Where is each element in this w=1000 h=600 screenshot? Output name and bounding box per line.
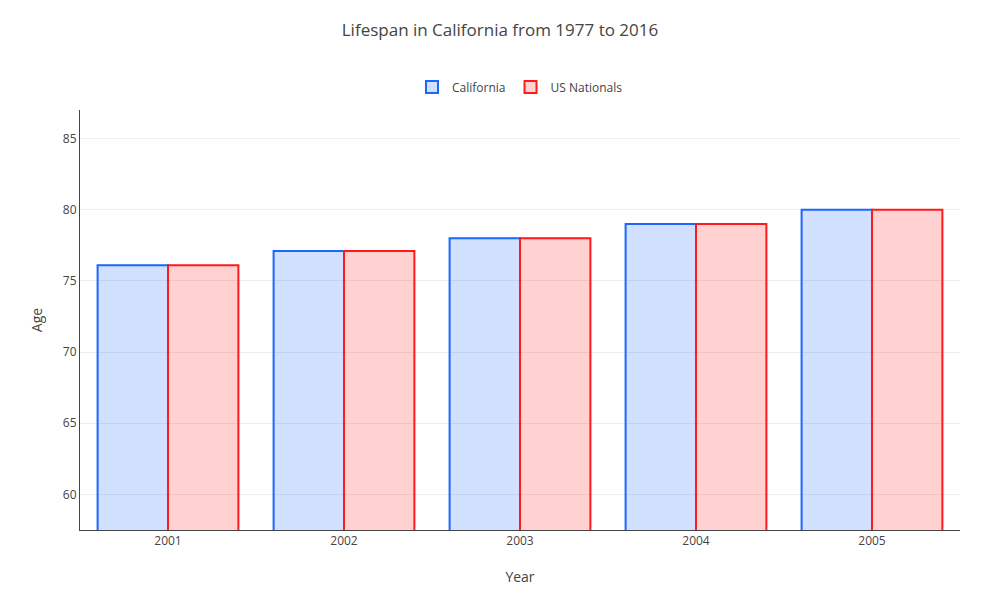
svg-text:60: 60 — [63, 486, 77, 503]
svg-text:Age: Age — [27, 308, 46, 332]
svg-text:2004: 2004 — [682, 532, 710, 549]
svg-text:65: 65 — [63, 414, 77, 431]
svg-text:2001: 2001 — [154, 532, 181, 549]
svg-text:70: 70 — [63, 343, 77, 360]
svg-text:US Nationals: US Nationals — [551, 79, 623, 96]
svg-text:80: 80 — [63, 201, 77, 218]
svg-text:2005: 2005 — [858, 532, 886, 549]
svg-text:2003: 2003 — [506, 532, 534, 549]
svg-text:Year: Year — [505, 567, 534, 586]
svg-text:Lifespan in California from 19: Lifespan in California from 1977 to 2016 — [342, 18, 659, 41]
svg-text:85: 85 — [63, 130, 77, 147]
svg-text:75: 75 — [63, 272, 77, 289]
svg-text:California: California — [452, 79, 506, 96]
svg-text:2002: 2002 — [330, 532, 358, 549]
